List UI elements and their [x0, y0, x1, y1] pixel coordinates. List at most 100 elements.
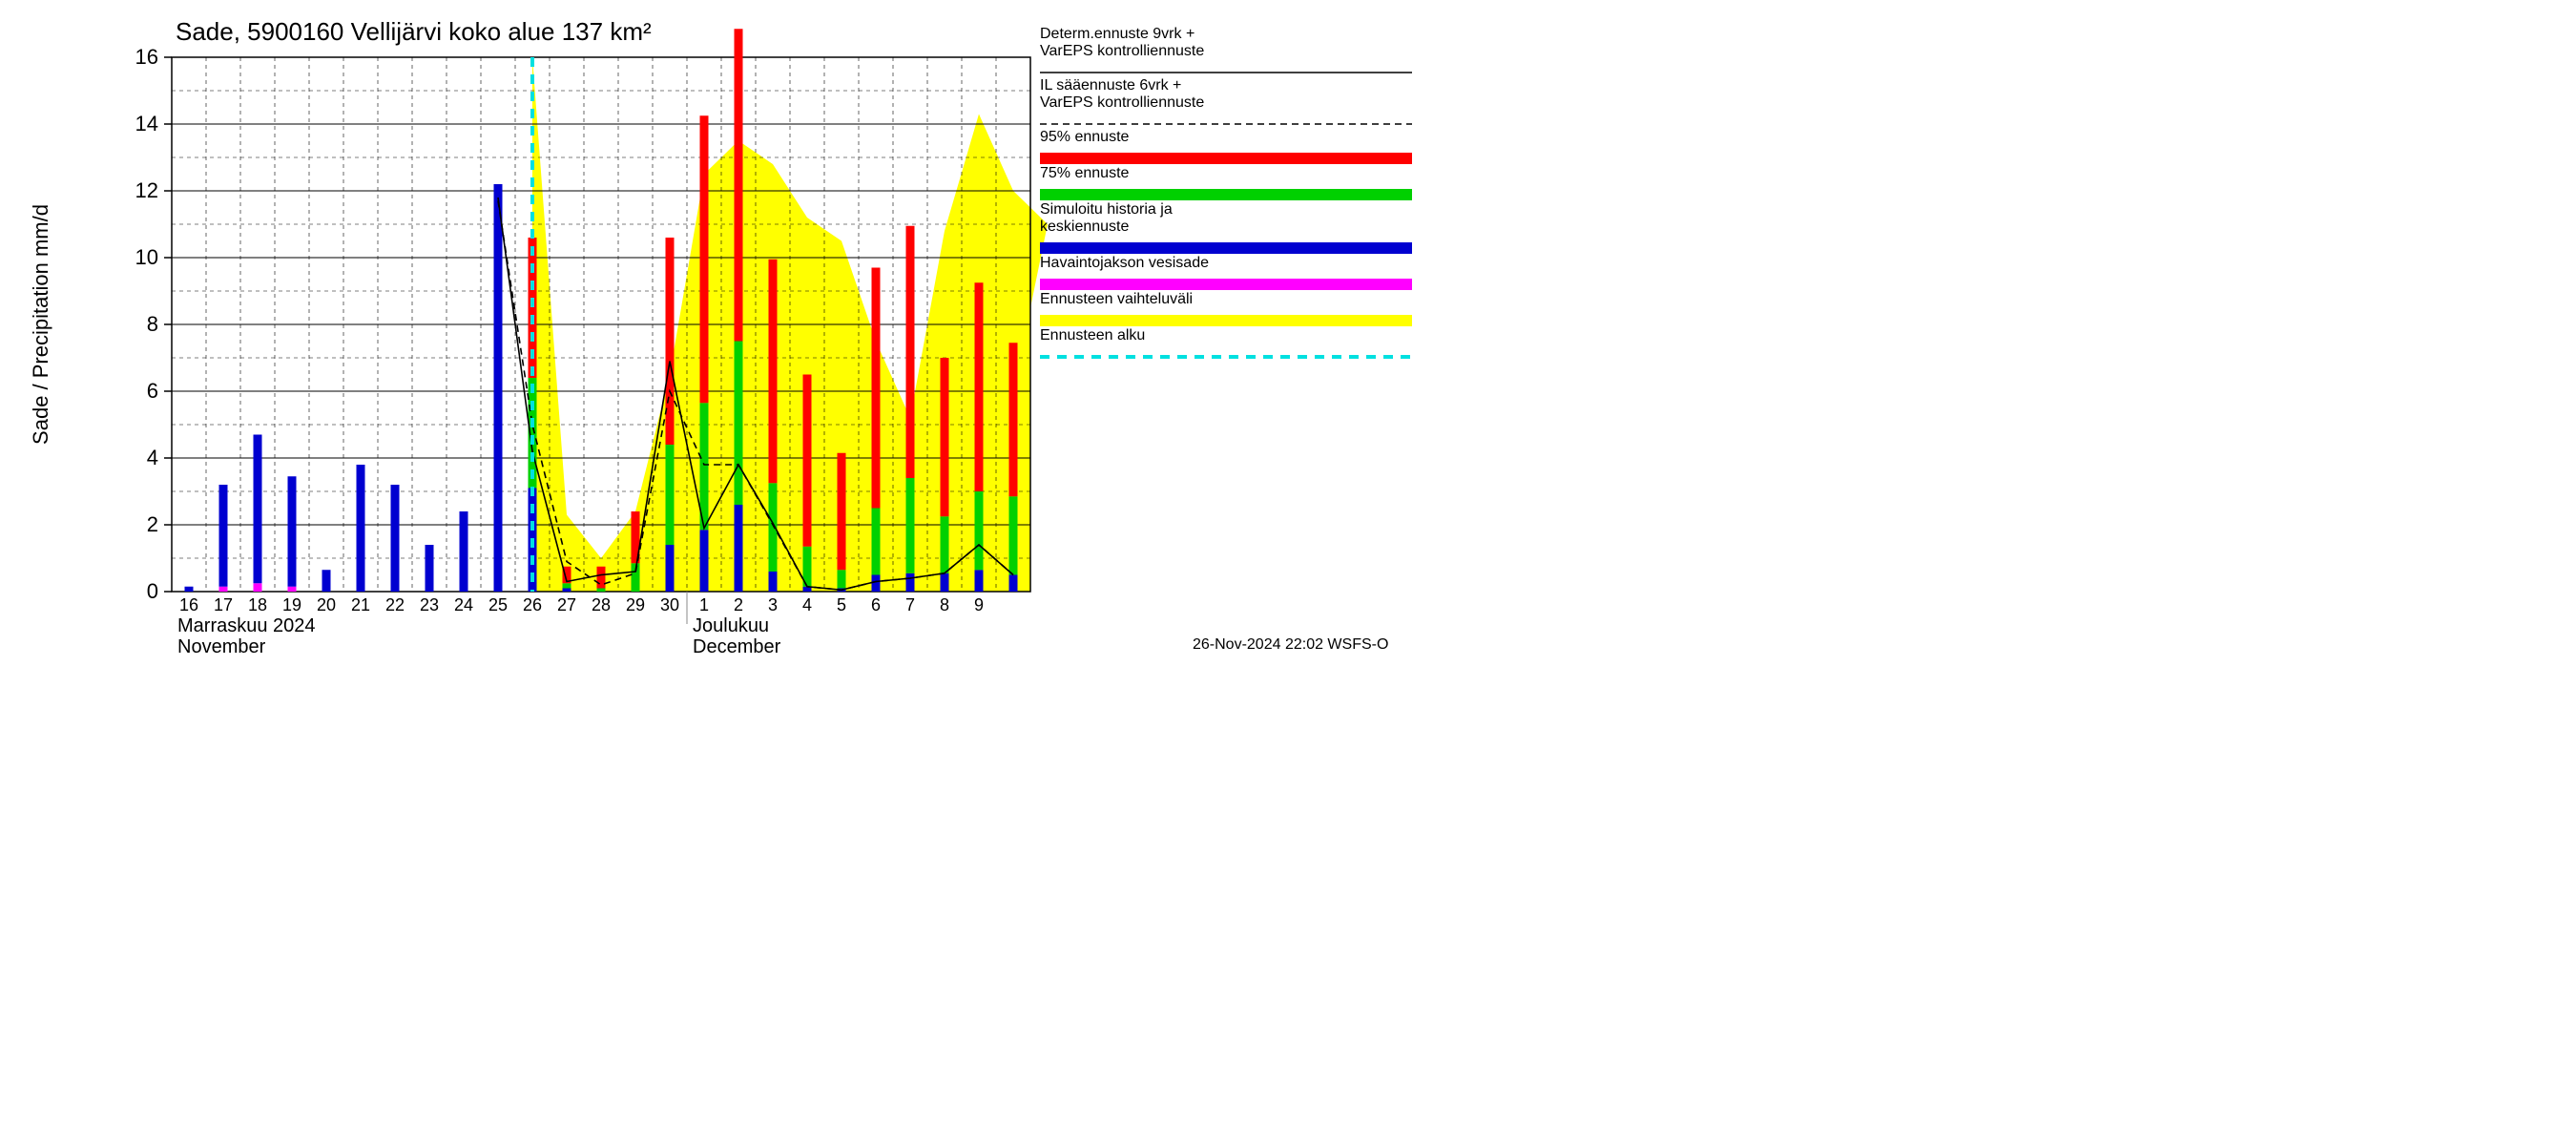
legend-label: VarEPS kontrolliennuste [1040, 94, 1204, 111]
legend-swatch [1040, 153, 1412, 164]
bar-seg-blue [735, 505, 743, 592]
bar-seg-magenta [288, 587, 297, 592]
bar-seg-magenta [254, 583, 262, 592]
xtick-label: 25 [488, 595, 508, 614]
legend-label: Ennusteen alku [1040, 327, 1145, 344]
xtick-label: 29 [626, 595, 645, 614]
bar-seg-red [872, 268, 881, 509]
legend-label: Determ.ennuste 9vrk + [1040, 26, 1195, 42]
xtick-label: 23 [420, 595, 439, 614]
bar-seg-red [700, 115, 709, 403]
bar-seg-green [666, 445, 675, 545]
bar-seg-blue [185, 587, 194, 592]
bar-seg-blue [460, 511, 468, 592]
bar-seg-blue [426, 545, 434, 592]
bar-seg-blue [254, 435, 262, 584]
legend-swatch [1040, 242, 1412, 254]
bar-seg-extra [1009, 575, 1018, 593]
xtick-label: 26 [523, 595, 542, 614]
bar-seg-green [975, 491, 984, 570]
legend-label: Simuloitu historia ja [1040, 201, 1173, 218]
legend-swatch [1040, 315, 1412, 326]
bar-seg-blue [563, 589, 571, 593]
xtick-label: 6 [871, 595, 881, 614]
legend-swatch [1040, 279, 1412, 290]
ytick-label: 14 [135, 112, 158, 135]
xtick-label: 20 [317, 595, 336, 614]
legend-label: 95% ennuste [1040, 129, 1130, 145]
bar-seg-blue [941, 573, 949, 592]
bar-seg-green [597, 589, 606, 593]
xtick-label: 9 [974, 595, 984, 614]
bar-seg-blue [219, 485, 228, 587]
xtick-label: 17 [214, 595, 233, 614]
legend-label: Ennusteen vaihteluväli [1040, 291, 1193, 307]
xtick-label: 24 [454, 595, 473, 614]
xtick-label: 8 [940, 595, 949, 614]
bar-seg-extra [1009, 343, 1018, 496]
ytick-label: 6 [147, 379, 158, 403]
ytick-label: 0 [147, 579, 158, 603]
y-axis-label: Sade / Precipitation mm/d [29, 204, 52, 445]
legend-label: IL sääennuste 6vrk + [1040, 77, 1181, 94]
xtick-label: 7 [905, 595, 915, 614]
xtick-label: 18 [248, 595, 267, 614]
xtick-label: 21 [351, 595, 370, 614]
xtick-label: 2 [734, 595, 743, 614]
bar-seg-blue [391, 485, 400, 592]
bar-seg-red [838, 453, 846, 571]
xtick-label: 19 [282, 595, 301, 614]
xtick-label: 4 [802, 595, 812, 614]
xtick-label: 3 [768, 595, 778, 614]
bar-seg-red [803, 375, 812, 547]
bar-seg-blue [288, 476, 297, 587]
bar-seg-red [735, 29, 743, 341]
bar-seg-green [735, 342, 743, 506]
legend-swatch [1040, 189, 1412, 200]
bar-seg-magenta [219, 587, 228, 592]
bar-seg-green [563, 583, 571, 588]
bar-seg-green [941, 516, 949, 573]
bar-seg-blue [769, 572, 778, 592]
legend-label: 75% ennuste [1040, 165, 1130, 181]
bar-seg-blue [357, 465, 365, 592]
bar-seg-extra [1009, 496, 1018, 574]
ytick-label: 10 [135, 245, 158, 269]
bar-seg-red [769, 260, 778, 484]
bar-seg-blue [906, 573, 915, 592]
xtick-label: 27 [557, 595, 576, 614]
xtick-label: 16 [179, 595, 198, 614]
month1-en: November [177, 636, 266, 657]
bar-seg-red [941, 358, 949, 516]
bar-seg-blue [700, 530, 709, 592]
month2-fi: Joulukuu [693, 615, 769, 636]
legend-label: keskiennuste [1040, 219, 1129, 235]
bar-seg-blue [494, 184, 503, 592]
xtick-label: 28 [592, 595, 611, 614]
bar-seg-blue [666, 545, 675, 592]
bar-seg-red [666, 238, 675, 445]
footer-timestamp: 26-Nov-2024 22:02 WSFS-O [1193, 636, 1388, 653]
bar-seg-blue [872, 575, 881, 593]
xtick-label: 5 [837, 595, 846, 614]
xtick-label: 1 [699, 595, 709, 614]
ytick-label: 4 [147, 446, 158, 469]
bar-seg-blue [975, 570, 984, 592]
bar-seg-red [597, 567, 606, 589]
bar-seg-red [975, 282, 984, 491]
month2-en: December [693, 636, 781, 657]
bar-seg-green [872, 509, 881, 575]
bar-seg-blue [322, 570, 331, 592]
ytick-label: 2 [147, 512, 158, 536]
xtick-label: 22 [385, 595, 405, 614]
bar-seg-red [906, 226, 915, 478]
chart-title: Sade, 5900160 Vellijärvi koko alue 137 k… [176, 17, 652, 46]
xtick-label: 30 [660, 595, 679, 614]
bar-seg-green [838, 570, 846, 588]
legend-label: Havaintojakson vesisade [1040, 255, 1209, 271]
month1-fi: Marraskuu 2024 [177, 615, 316, 636]
ytick-label: 8 [147, 312, 158, 336]
ytick-label: 12 [135, 178, 158, 202]
legend-label: VarEPS kontrolliennuste [1040, 43, 1204, 59]
ytick-label: 16 [135, 45, 158, 69]
